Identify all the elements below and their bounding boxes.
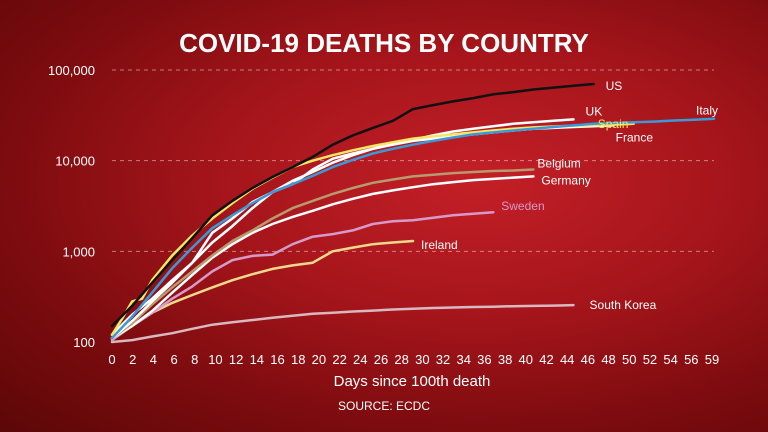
x-tick-label: 56 [684,352,698,367]
x-tick-label: 4 [150,352,157,367]
y-tick-label: 100 [73,335,95,350]
x-tick-label: 12 [229,352,243,367]
x-tick-label: 42 [539,352,553,367]
series-label-ireland: Ireland [421,238,458,252]
series-line-us [110,82,595,328]
y-tick-label: 10,000 [55,154,95,169]
x-tick-label: 20 [312,352,326,367]
x-tick-label: 30 [415,352,429,367]
x-tick-label: 14 [250,352,264,367]
series-line-south-korea [110,303,575,344]
series-label-south-korea: South Korea [590,298,657,312]
series-label-uk: UK [586,104,603,118]
x-tick-label: 18 [291,352,305,367]
series-label-us: US [606,79,623,93]
x-tick-label: 32 [436,352,450,367]
x-tick-label: 2 [129,352,136,367]
series-label-germany: Germany [541,173,590,187]
series-line-germany [110,175,535,340]
x-tick-label: 26 [374,352,388,367]
series-lines [110,82,716,344]
x-tick-label: 8 [191,352,198,367]
series-line-belgium [110,168,535,340]
x-tick-label: 16 [270,352,284,367]
x-tick-label: 28 [394,352,408,367]
x-tick-label: 44 [560,352,574,367]
x-tick-label: 48 [601,352,615,367]
x-tick-label: 40 [519,352,533,367]
source-note: SOURCE: ECDC [338,399,430,413]
x-tick-label: 36 [477,352,491,367]
gridlines [112,69,714,252]
x-tick-label: 6 [170,352,177,367]
series-label-sweden: Sweden [501,199,544,213]
x-tick-label: 50 [622,352,636,367]
series-line-uk [110,118,575,340]
x-tick-label: 24 [353,352,367,367]
x-tick-label: 46 [581,352,595,367]
series-line-italy [110,117,716,340]
series-line-ireland [110,239,415,340]
y-tick-label: 1,000 [62,244,95,259]
series-line-sweden [110,210,495,342]
y-tick-label: 100,000 [48,63,95,78]
x-tick-label: 52 [643,352,657,367]
series-label-italy: Italy [696,104,718,118]
x-tick-label: 38 [498,352,512,367]
x-axis-label: Days since 100th death [334,373,491,390]
y-axis-ticks: 100 1,000 10,000 100,000 [48,63,95,350]
x-tick-label: 54 [663,352,677,367]
x-tick-label: 59 [705,352,719,367]
series-label-france: France [616,130,654,144]
x-tick-label: 34 [456,352,470,367]
x-tick-label: 22 [332,352,346,367]
x-tick-label: 0 [108,352,115,367]
series-label-spain: Spain [598,117,629,131]
x-axis-ticks: 0 2 4 6 8 10 12 14 16 18 20 22 24 26 28 30 32 34 36 38 40 42 4… [108,352,719,367]
series-label-belgium: Belgium [537,156,580,170]
x-tick-label: 10 [208,352,222,367]
chart-title: COVID-19 DEATHS BY COUNTRY [179,28,589,58]
series-line-spain [110,122,635,337]
